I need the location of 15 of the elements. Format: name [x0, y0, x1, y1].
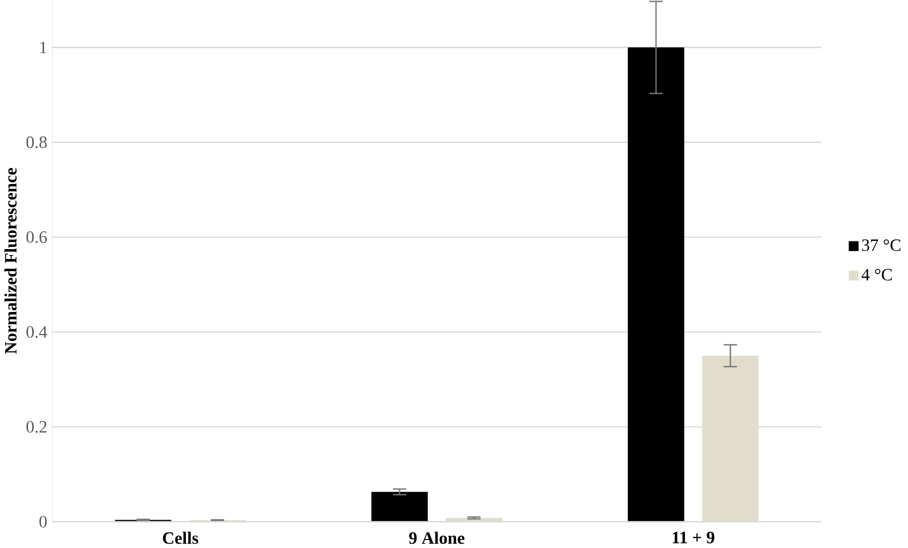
y-tick-label: 0.8	[26, 136, 47, 148]
bar	[702, 356, 759, 522]
legend-label: 4 °C	[862, 268, 892, 280]
legend-label: 37 °C	[862, 239, 900, 251]
x-tick-label: 11 + 9	[672, 532, 714, 544]
y-tick-label: 0	[39, 516, 47, 528]
y-tick-label: 0.2	[26, 420, 46, 433]
x-tick-label: 9 Alone	[409, 532, 464, 544]
x-tick-label: Cells	[162, 532, 198, 544]
y-tick-label: 1	[40, 42, 46, 53]
y-tick-label: 0.4	[26, 326, 48, 338]
y-axis-title: Normalized Fluorescence	[4, 168, 17, 354]
y-tick-label: 0.6	[26, 231, 47, 243]
bar	[628, 47, 684, 522]
bar	[371, 492, 428, 522]
